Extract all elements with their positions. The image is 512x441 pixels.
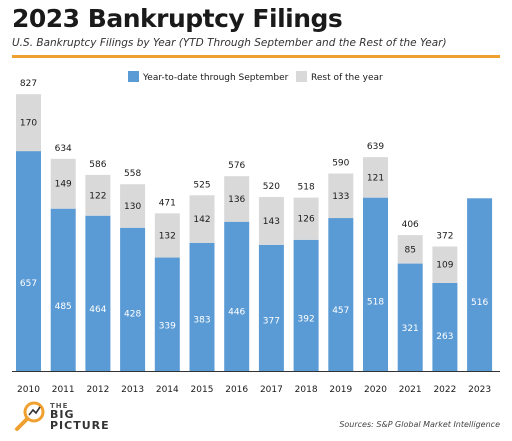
data-label-rest: 143 <box>263 217 280 227</box>
chart-title: 2023 Bankruptcy Filings <box>12 4 343 33</box>
title-divider <box>12 55 500 58</box>
x-tick-label: 2020 <box>364 385 387 395</box>
x-tick-label: 2016 <box>225 385 248 395</box>
bar-rest <box>16 94 41 152</box>
bar-rest <box>189 195 215 243</box>
legend-swatch-ytd <box>128 71 139 82</box>
bar-rest <box>50 158 76 209</box>
x-tick-label: 2011 <box>52 385 75 395</box>
bar-ytd <box>432 282 458 371</box>
bar-ytd <box>189 242 215 371</box>
data-label-total: 558 <box>124 169 141 179</box>
logo-text-picture: PICTURE <box>50 419 110 432</box>
bar-ytd <box>328 218 354 371</box>
x-tick-label: 2010 <box>17 385 40 395</box>
x-tick-label: 2013 <box>121 385 144 395</box>
x-tick-label: 2014 <box>156 385 179 395</box>
data-label-total: 406 <box>402 220 419 230</box>
bar-rest <box>85 174 111 216</box>
data-label-ytd: 321 <box>402 324 419 334</box>
bar-ytd <box>16 151 41 371</box>
data-label-ytd: 263 <box>436 332 453 342</box>
bar-rest <box>258 196 284 245</box>
bar-rest <box>293 197 319 240</box>
data-label-rest: 122 <box>89 191 106 201</box>
x-tick-label: 2017 <box>260 385 283 395</box>
chart-subtitle: U.S. Bankruptcy Filings by Year (YTD Thr… <box>12 37 447 49</box>
legend-label-rest: Rest of the year <box>311 73 383 83</box>
bar-rest <box>432 246 458 283</box>
data-label-rest: 149 <box>55 180 72 190</box>
bar-ytd <box>50 208 76 371</box>
data-label-ytd: 339 <box>159 322 176 332</box>
bar-ytd <box>258 244 284 371</box>
logo <box>12 398 122 434</box>
x-tick-label: 2015 <box>191 385 214 395</box>
logo-text-big: BIG <box>50 408 75 421</box>
x-tick-label: 2012 <box>86 385 109 395</box>
data-label-ytd: 464 <box>89 305 106 315</box>
bar-ytd <box>154 257 180 371</box>
logo-text-the: THE <box>50 402 69 410</box>
data-label-total: 518 <box>298 183 315 193</box>
x-tick-label: 2022 <box>433 385 456 395</box>
data-label-total: 525 <box>193 180 210 190</box>
data-label-rest: 133 <box>332 192 349 202</box>
x-tick-label: 2019 <box>329 385 352 395</box>
x-tick-label: 2023 <box>468 385 491 395</box>
data-label-total: 372 <box>436 231 453 241</box>
legend-label-ytd: Year-to-date through September <box>142 73 289 83</box>
data-label-rest: 142 <box>193 215 210 225</box>
bar-rest <box>363 157 388 198</box>
data-label-ytd: 518 <box>367 298 384 308</box>
data-label-total: 586 <box>89 160 106 170</box>
data-label-ytd: 657 <box>20 279 37 289</box>
data-label-ytd: 392 <box>298 315 315 325</box>
data-label-ytd: 446 <box>228 307 245 317</box>
bar-ytd <box>467 198 493 371</box>
bar-ytd <box>293 239 319 371</box>
data-label-ytd: 377 <box>263 317 280 327</box>
data-label-total: 520 <box>263 182 280 192</box>
stacked-bar-chart: Year-to-date through September Rest of th… <box>12 71 500 395</box>
data-label-ytd: 383 <box>193 316 210 326</box>
data-label-ytd: 428 <box>124 310 141 320</box>
magnifier-logo-icon <box>15 401 45 431</box>
x-tick-label: 2021 <box>399 385 422 395</box>
data-label-rest: 170 <box>20 119 37 129</box>
data-label-ytd: 457 <box>332 306 349 316</box>
data-label-rest: 126 <box>298 215 315 225</box>
data-label-rest: 109 <box>436 261 453 271</box>
x-tick-label: 2018 <box>295 385 318 395</box>
bar-ytd <box>224 221 250 371</box>
bar-rest <box>224 176 250 222</box>
data-label-total: 639 <box>367 142 384 152</box>
data-label-rest: 130 <box>124 202 141 212</box>
data-label-rest: 132 <box>159 231 176 241</box>
bar-ytd <box>120 227 146 371</box>
bar-rest <box>120 184 146 228</box>
bar-ytd <box>363 197 388 371</box>
data-label-total: 590 <box>332 159 349 169</box>
data-label-total: 576 <box>228 161 245 171</box>
bar-ytd <box>397 263 423 371</box>
data-label-rest: 136 <box>228 195 245 205</box>
source-note: Sources: S&P Global Market Intelligence <box>339 420 500 429</box>
bar-rest <box>154 213 180 258</box>
data-label-ytd: 516 <box>471 298 488 308</box>
data-label-rest: 85 <box>404 245 415 255</box>
bar-rest <box>328 173 354 219</box>
bar-rest <box>397 235 423 264</box>
bar-ytd <box>85 215 111 371</box>
data-label-total: 827 <box>20 79 37 89</box>
data-label-total: 471 <box>159 198 176 208</box>
data-label-ytd: 485 <box>55 302 72 312</box>
data-label-total: 634 <box>55 144 72 154</box>
legend-swatch-rest <box>296 71 307 82</box>
data-label-rest: 121 <box>367 173 384 183</box>
